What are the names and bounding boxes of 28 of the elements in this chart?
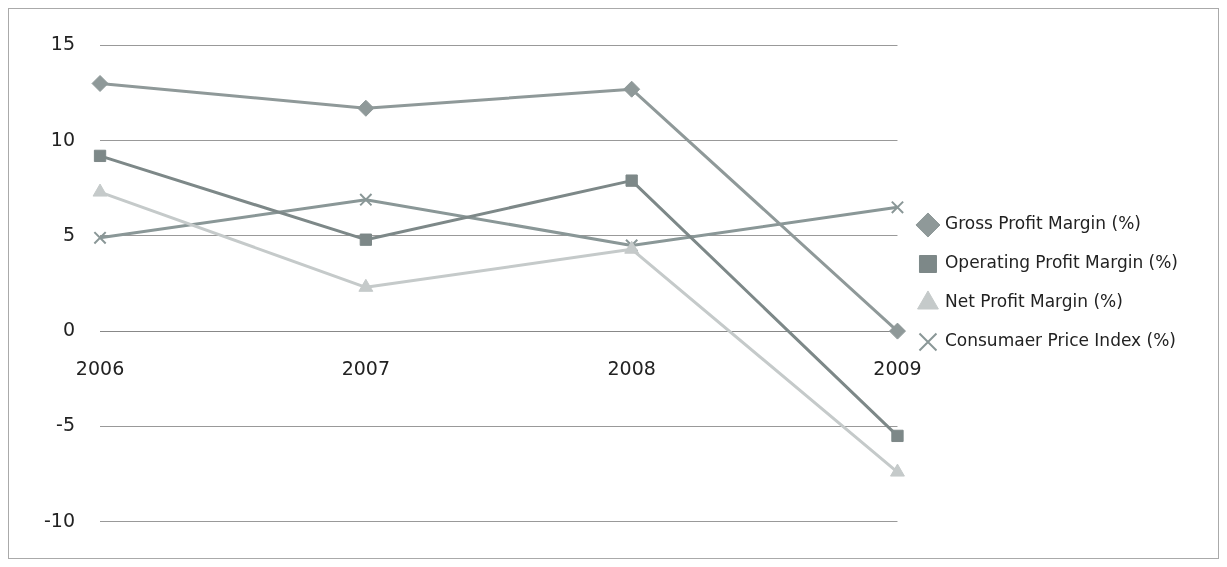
y-tick-label: -5 xyxy=(56,413,76,436)
y-tick-label: 5 xyxy=(62,222,76,245)
legend-label: Consumaer Price Index (%) xyxy=(944,330,1176,351)
point xyxy=(625,174,638,187)
y-tick-label: 15 xyxy=(50,32,76,55)
point xyxy=(93,231,107,245)
x-tick-label: 2009 xyxy=(873,357,922,380)
point xyxy=(359,193,373,207)
x-tick-label: 2008 xyxy=(607,357,656,380)
point xyxy=(93,149,107,163)
x-tick-label: 2007 xyxy=(341,357,391,380)
legend-label: Net Profit Margin (%) xyxy=(944,291,1123,312)
x-tick-label: 2006 xyxy=(75,357,125,380)
point xyxy=(890,463,905,477)
point xyxy=(92,183,108,197)
point xyxy=(623,80,641,98)
point xyxy=(890,200,905,214)
point xyxy=(358,278,374,292)
legend-label: Gross Profit Margin (%) xyxy=(944,213,1141,234)
y-tick-label: -10 xyxy=(43,508,76,531)
legend-label: Operating Profit Margin (%) xyxy=(944,252,1178,273)
y-tick-label: 0 xyxy=(62,318,76,341)
y-tick-label: 10 xyxy=(50,127,76,150)
point xyxy=(891,429,904,443)
point xyxy=(888,322,906,340)
point xyxy=(359,233,372,246)
point xyxy=(357,99,375,117)
point xyxy=(91,75,109,92)
